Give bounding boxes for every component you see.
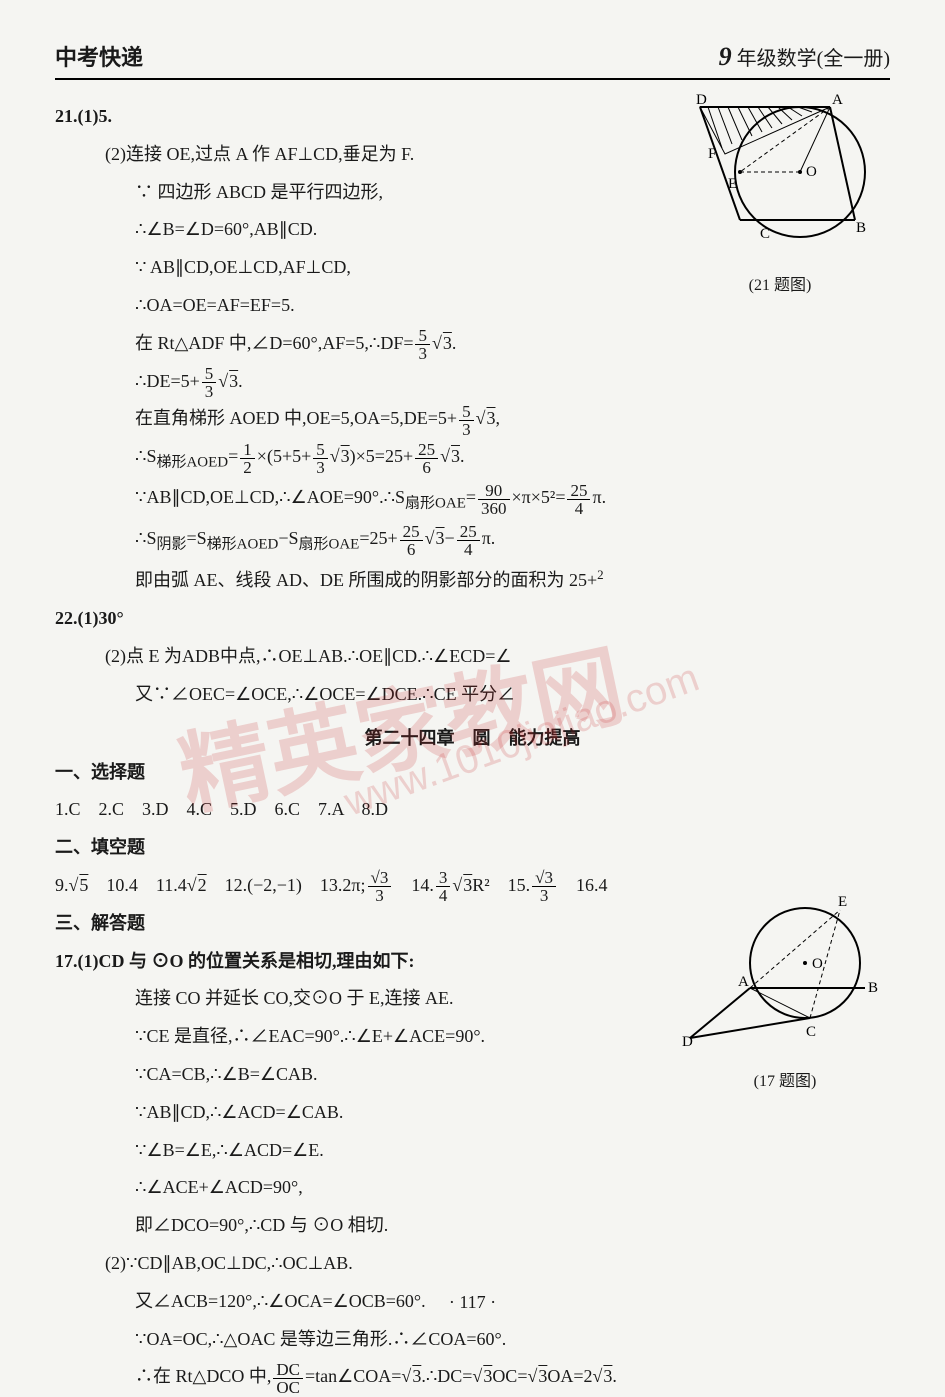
q21-l6: ∴DE=5+533. [55,363,890,401]
q17-p2: (2)∵CD∥AB,OC⊥DC,∴OC⊥AB. [55,1245,890,1283]
q21-l5: 在 Rt△ADF 中,∠D=60°,AF=5,∴DF=533. [55,325,890,363]
svg-text:A: A [832,92,843,108]
q21-l7: 在直角梯形 AOED 中,OE=5,OA=5,DE=5+533, [55,400,890,438]
q21-l9: ∵AB∥CD,OE⊥CD,∴∠AOE=90°.∴S扇形OAE=90360×π×5… [55,479,890,520]
svg-text:F: F [708,146,716,162]
q21-l8: ∴S梯形AOED=12×(5+5+533)×5=25+2563. [55,438,890,479]
svg-text:A: A [738,974,749,990]
q17-l4: ∵AB∥CD,∴∠ACD=∠CAB. [55,1094,890,1132]
header-right-text: 年级数学(全一册) [732,48,890,70]
svg-text:D: D [682,1034,693,1050]
header-right: 9 年级数学(全一册) [719,42,890,72]
figure-17: E O A B D C (17 题图) [680,888,890,1091]
page-number: · 117 · [0,1292,945,1313]
figure-21: D A F O E C B (21 题图) [670,92,890,295]
q22-l1: (2)点 E 为ADB中点,∴OE⊥AB.∴OE∥CD.∴∠ECD=∠ [55,638,890,676]
svg-text:E: E [838,894,847,910]
q22-head: 22.(1)30° [55,600,890,638]
figure-17-caption: (17 题图) [680,1067,890,1091]
svg-text:O: O [806,164,817,180]
sec1-title: 一、选择题 [55,754,890,792]
q17-l5: ∵∠B=∠E,∴∠ACD=∠E. [55,1132,890,1170]
grade-number: 9 [719,42,732,71]
page-content: D A F O E C B (21 题图) 21.(1)5. (2)连接 OE,… [55,98,890,1396]
svg-text:B: B [868,980,878,996]
q22-l2: 又∵∠OEC=∠OCE,∴∠OCE=∠DCE.∴CE 平分∠ [55,676,890,714]
svg-text:C: C [760,226,770,242]
page-header: 中考快递 9 年级数学(全一册) [55,40,890,80]
svg-text:C: C [806,1024,816,1040]
q17-l6: ∴∠ACE+∠ACD=90°, [55,1169,890,1207]
q17-l9: ∵OA=OC,∴△OAC 是等边三角形.∴∠COA=60°. [55,1321,890,1359]
svg-text:O: O [812,956,823,972]
header-left: 中考快递 [55,40,143,72]
svg-text:B: B [856,220,866,236]
q17-l10: ∴在 Rt△DCO 中,DCOC=tan∠COA=3.∴DC=3OC=3OA=2… [55,1358,890,1396]
svg-text:D: D [696,92,707,108]
sec2-title: 二、填空题 [55,829,890,867]
svg-text:E: E [728,176,737,192]
chapter-title: 第二十四章 圆 能力提高 [55,724,890,750]
q21-l10: ∴S阴影=S梯形AOED−S扇形OAE=25+2563−254π. [55,520,890,561]
figure-17-svg: E O A B D C [680,888,890,1058]
mc-answers: 1.C 2.C 3.D 4.C 5.D 6.C 7.A 8.D [55,791,890,829]
figure-21-svg: D A F O E C B [670,92,890,262]
figure-21-caption: (21 题图) [670,271,890,295]
q21-l11: 即由弧 AE、线段 AD、DE 所围成的阴影部分的面积为 25+2 [55,561,890,600]
q17-l7: 即∠DCO=90°,∴CD 与 ⊙O 相切. [55,1207,890,1245]
